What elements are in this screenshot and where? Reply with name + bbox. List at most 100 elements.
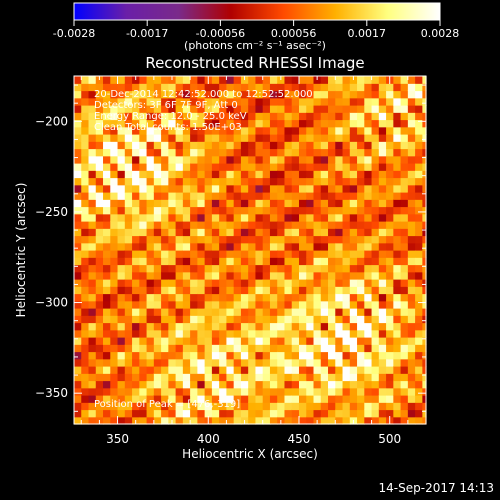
heatmap-cell — [168, 177, 177, 186]
heatmap-cell — [422, 119, 427, 128]
heatmap-cell — [139, 250, 148, 258]
heatmap-cell — [233, 322, 242, 331]
heatmap-cell — [240, 271, 249, 280]
colorbar — [73, 2, 441, 21]
heatmap-cell — [219, 192, 228, 200]
heatmap-cell — [291, 344, 300, 353]
heatmap-cell — [407, 416, 416, 425]
heatmap-cell — [415, 250, 423, 258]
heatmap-cell — [298, 250, 307, 258]
heatmap-cell — [74, 141, 82, 150]
heatmap-cell — [175, 242, 184, 251]
heatmap-cell — [146, 199, 155, 208]
heatmap-cell — [386, 83, 394, 92]
heatmap-cell — [175, 402, 184, 411]
heatmap-cell — [211, 337, 220, 345]
heatmap-cell — [407, 192, 416, 200]
heatmap-cell — [74, 213, 82, 222]
heatmap-cell — [262, 112, 271, 121]
heatmap-cell — [407, 409, 416, 418]
heatmap-cell — [226, 112, 235, 121]
heatmap-cell — [422, 409, 427, 418]
heatmap-cell — [298, 105, 307, 113]
heatmap-cell — [422, 199, 427, 208]
heatmap-cell — [393, 105, 402, 113]
heatmap-cell — [161, 271, 169, 280]
heatmap-cell — [364, 395, 373, 403]
heatmap-cell — [378, 409, 387, 418]
heatmap-cell — [197, 358, 206, 367]
heatmap-cell — [306, 366, 315, 374]
heatmap-cell — [233, 416, 242, 425]
heatmap-cell — [422, 76, 427, 84]
heatmap-cell — [378, 366, 387, 374]
heatmap-cell — [153, 373, 162, 382]
heatmap-cell — [364, 141, 373, 150]
heatmap-cell — [378, 155, 387, 164]
heatmap-cell — [342, 112, 351, 121]
heatmap-cell — [386, 105, 394, 113]
heatmap-cell — [248, 148, 257, 157]
heatmap-cell — [81, 329, 90, 338]
heatmap-cell — [342, 344, 351, 353]
heatmap-cell — [357, 170, 365, 179]
heatmap-cell — [146, 192, 155, 200]
heatmap-cell — [313, 351, 322, 360]
heatmap-cell — [378, 250, 387, 258]
heatmap-cell — [335, 337, 344, 345]
heatmap-cell — [182, 177, 191, 186]
heatmap-cell — [262, 177, 271, 186]
heatmap-cell — [219, 322, 228, 331]
heatmap-cell — [400, 148, 409, 157]
heatmap-cell — [233, 141, 242, 150]
heatmap-cell — [132, 387, 140, 396]
heatmap-cell — [182, 271, 191, 280]
heatmap-cell — [240, 221, 249, 229]
y-axis-label: Heliocentric Y (arcsec) — [14, 183, 28, 318]
heatmap-cell — [313, 366, 322, 374]
heatmap-cell — [298, 387, 307, 396]
heatmap-cell — [168, 112, 177, 121]
heatmap-cell — [422, 300, 427, 309]
heatmap-cell — [407, 148, 416, 157]
heatmap-cell — [407, 366, 416, 374]
heatmap-cell — [277, 177, 286, 186]
heatmap-cell — [422, 177, 427, 186]
heatmap-cell — [269, 380, 278, 389]
heatmap-cell — [110, 315, 119, 324]
heatmap-cell — [342, 264, 351, 273]
heatmap-cell — [190, 228, 198, 237]
heatmap-cell — [349, 213, 358, 222]
heatmap-cell — [175, 395, 184, 403]
heatmap-cell — [422, 380, 427, 389]
heatmap-cell — [320, 329, 329, 338]
heatmap-cell — [371, 402, 380, 411]
heatmap-cell — [248, 409, 257, 418]
heatmap-cell — [146, 358, 155, 367]
heatmap-cell — [146, 155, 155, 164]
heatmap-cell — [357, 257, 365, 266]
heatmap-cell — [197, 242, 206, 251]
heatmap-cell — [182, 119, 191, 128]
heatmap-cell — [400, 344, 409, 353]
heatmap-cell — [74, 387, 82, 396]
heatmap-cell — [219, 199, 228, 208]
heatmap-cell — [74, 351, 82, 360]
heatmap-cell — [175, 373, 184, 382]
heatmap-cell — [182, 250, 191, 258]
heatmap-cell — [168, 344, 177, 353]
heatmap-cell — [240, 373, 249, 382]
heatmap-cell — [132, 126, 140, 135]
heatmap-cell — [400, 177, 409, 186]
heatmap-cell — [81, 184, 90, 193]
heatmap-cell — [255, 366, 264, 374]
heatmap-cell — [95, 97, 104, 106]
heatmap-cell — [103, 279, 111, 287]
heatmap-cell — [349, 155, 358, 164]
heatmap-cell — [197, 126, 206, 135]
heatmap-cell — [349, 409, 358, 418]
heatmap-cell — [371, 358, 380, 367]
heatmap-cell — [204, 199, 213, 208]
heatmap-cell — [320, 97, 329, 106]
heatmap-cell — [335, 83, 344, 92]
